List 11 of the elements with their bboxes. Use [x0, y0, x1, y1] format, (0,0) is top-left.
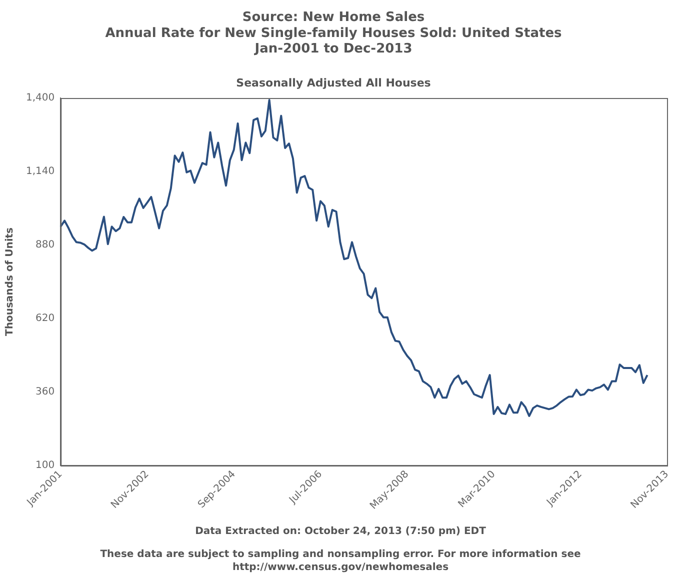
- y-tick-label: 1,400: [26, 92, 55, 104]
- text: Data Extracted on: October 24, 2013 (7:50 pm) EDT: [194, 525, 487, 538]
- y-tick-label: 1,140: [26, 166, 55, 178]
- text: These data are subject to sampling and nonsampling error. For more information see http://www.census.gov/newhomesales: [99, 548, 582, 574]
- y-tick-label: 620: [36, 313, 55, 324]
- chart-subtitle: Seasonally Adjusted All Houses: [236, 76, 432, 90]
- y-tick-label: 360: [36, 386, 55, 398]
- y-tick-label: 100: [36, 460, 55, 472]
- y-tick-label: 880: [36, 240, 55, 251]
- chart-title: Source: New Home Sales Annual Rate for New Single-family Houses Sold: United States Jan-2001 to Dec-2013: [105, 10, 562, 56]
- y-axis-title: Thousands of Units: [4, 227, 16, 336]
